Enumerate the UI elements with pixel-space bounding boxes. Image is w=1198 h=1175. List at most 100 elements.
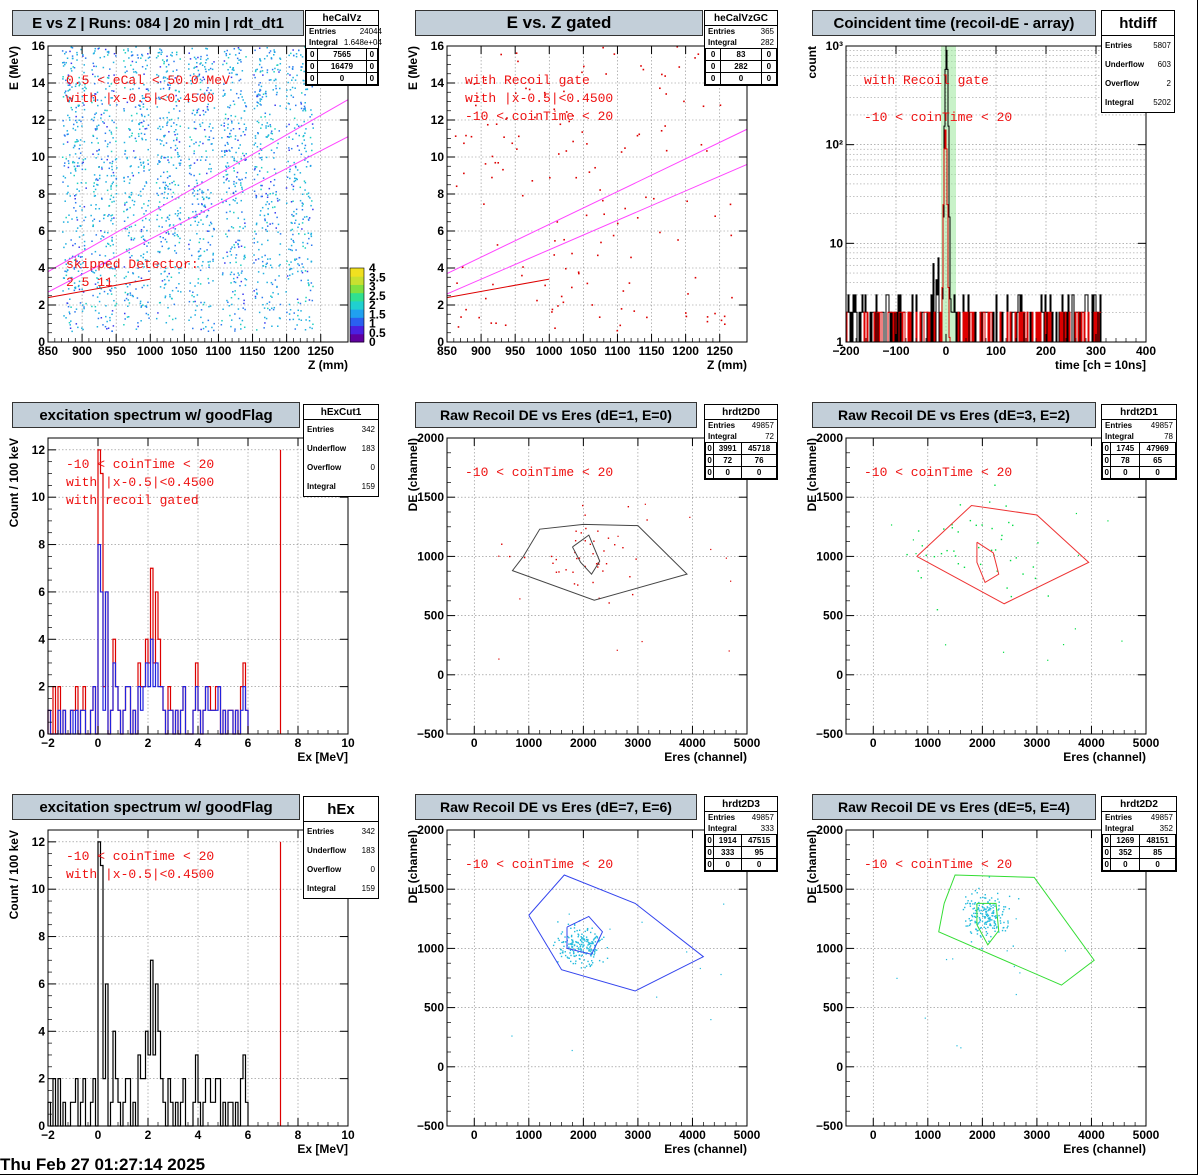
- heatmap-cell: [134, 280, 137, 282]
- heatmap-cell: [173, 180, 175, 183]
- heatmap-cell: [193, 143, 195, 145]
- heatmap-cell: [157, 163, 159, 165]
- heatmap-cell: [111, 165, 113, 168]
- heatmap-cell: [261, 70, 264, 72]
- data-point: [983, 926, 985, 928]
- stats-grid-cell: 0: [1101, 834, 1112, 847]
- heatmap-cell: [244, 222, 246, 224]
- heatmap-cell: [78, 76, 80, 79]
- heatmap-cell: [92, 119, 95, 122]
- data-point: [1008, 521, 1010, 524]
- heatmap-cell: [70, 239, 72, 241]
- heatmap-cell: [83, 307, 85, 310]
- heatmap-cell: [233, 47, 236, 50]
- heatmap-cell: [74, 141, 77, 143]
- heatmap-cell: [303, 120, 305, 123]
- heatmap-cell: [112, 61, 115, 64]
- palette-tick-label: 3: [369, 280, 376, 294]
- stats-grid-cell: 0: [741, 466, 777, 479]
- heatmap-cell: [231, 156, 234, 158]
- data-point: [906, 553, 908, 556]
- heatmap-cell: [240, 184, 242, 186]
- heatmap-cell: [254, 70, 257, 73]
- heatmap-cell: [259, 81, 261, 84]
- heatmap-cell: [70, 62, 73, 65]
- heatmap-cell: [304, 46, 306, 48]
- heatmap-cell: [238, 317, 241, 320]
- heatmap-cell: [106, 279, 109, 282]
- heatmap-cell: [168, 161, 170, 164]
- data-point: [985, 921, 987, 924]
- heatmap-cell: [196, 198, 199, 200]
- data-point: [575, 960, 577, 962]
- heatmap-cell: [71, 330, 73, 333]
- heatmap-cell: [300, 310, 302, 312]
- heatmap-cell: [107, 52, 110, 54]
- stats-grid-cell: 0: [1101, 858, 1112, 871]
- heatmap-cell: [166, 124, 168, 127]
- data-point: [987, 926, 989, 929]
- heatmap-cell: [79, 263, 82, 266]
- data-point: [633, 310, 636, 312]
- heatmap-cell: [273, 178, 276, 181]
- heatmap-cell: [239, 226, 241, 228]
- heatmap-cell: [135, 72, 138, 74]
- heatmap-cell: [81, 162, 84, 165]
- stats-grid-cell: 78: [1110, 454, 1141, 467]
- data-point: [569, 952, 571, 954]
- data-point: [979, 897, 982, 899]
- heatmap-cell: [63, 61, 65, 64]
- heatmap-cell: [260, 98, 263, 101]
- data-point: [917, 570, 919, 572]
- heatmap-cell: [93, 82, 96, 85]
- heatmap-cell: [291, 273, 294, 275]
- heatmap-cell: [308, 316, 311, 318]
- heatmap-cell: [107, 50, 110, 53]
- heatmap-cell: [244, 308, 246, 311]
- stats-key: Entries: [307, 827, 335, 836]
- heatmap-cell: [141, 286, 144, 289]
- data-point: [1004, 906, 1007, 908]
- heatmap-cell: [228, 229, 230, 232]
- heatmap-cell: [109, 245, 112, 247]
- heatmap-cell: [172, 224, 175, 226]
- data-point: [591, 952, 594, 955]
- data-point: [1010, 595, 1013, 598]
- annotation-text: with |x-0.5|<0.4500: [66, 91, 214, 106]
- data-point: [982, 903, 985, 905]
- stats-grid-cell: 48151: [1139, 834, 1176, 847]
- data-point: [585, 527, 587, 530]
- heatmap-cell: [270, 149, 273, 152]
- heatmap-cell: [97, 142, 99, 144]
- heatmap-cell: [268, 187, 271, 190]
- heatmap-cell: [231, 303, 233, 306]
- data-point: [584, 966, 586, 969]
- y-tick-label: 1000: [417, 941, 444, 955]
- data-point: [1074, 628, 1077, 630]
- heatmap-cell: [271, 132, 274, 135]
- heatmap-cell: [145, 306, 148, 308]
- data-point: [653, 197, 655, 200]
- data-point: [557, 961, 559, 963]
- heatmap-cell: [235, 176, 238, 178]
- heatmap-cell: [197, 93, 199, 95]
- data-point: [561, 941, 563, 944]
- stats-grid-cell: 76: [741, 454, 777, 467]
- heatmap-cell: [91, 270, 93, 272]
- data-point: [495, 123, 498, 125]
- x-tick-label: 1000: [536, 344, 563, 358]
- stats-key: Entries: [708, 421, 736, 430]
- heatmap-cell: [64, 135, 66, 137]
- palette-swatch: [350, 317, 364, 327]
- heatmap-cell: [270, 130, 273, 132]
- heatmap-cell: [66, 193, 68, 195]
- data-point: [581, 941, 583, 943]
- heatmap-cell: [265, 90, 267, 93]
- x-tick-label: 4: [195, 736, 202, 750]
- heatmap-cell: [143, 167, 145, 169]
- heatmap-cell: [212, 92, 214, 95]
- heatmap-cell: [96, 277, 98, 279]
- panel-heCalVzGC: E vs. Z gated 850 900 950 1000 1050 1100 1150 12…: [399, 0, 798, 390]
- heatmap-cell: [84, 83, 86, 86]
- heatmap-cell: [62, 143, 65, 145]
